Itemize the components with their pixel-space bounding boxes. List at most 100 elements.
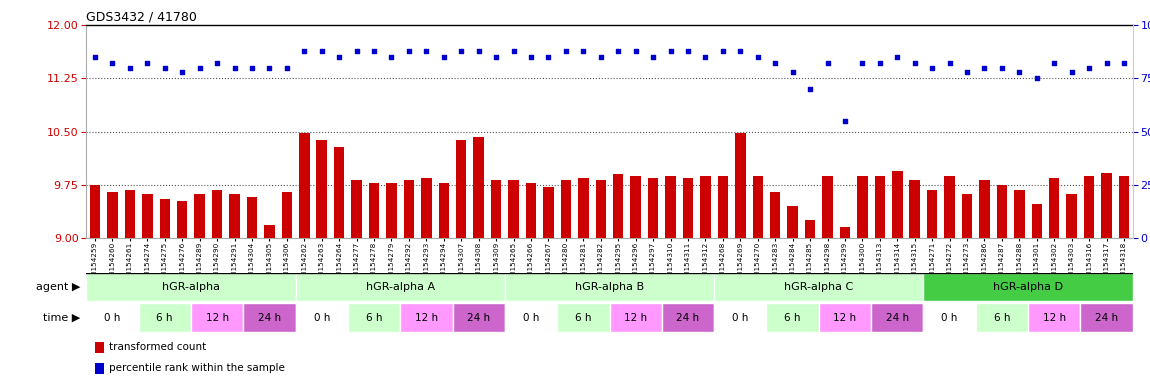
Bar <box>86 303 138 332</box>
Point <box>905 60 923 66</box>
Bar <box>700 175 711 238</box>
Bar <box>857 175 867 238</box>
Point <box>888 54 906 60</box>
Bar <box>1014 190 1025 238</box>
Bar <box>143 194 153 238</box>
Text: 6 h: 6 h <box>156 313 172 323</box>
Point <box>1010 69 1028 75</box>
Point <box>400 48 419 54</box>
Bar <box>107 192 117 238</box>
Text: 0 h: 0 h <box>733 313 749 323</box>
Point <box>469 48 488 54</box>
Bar <box>244 303 296 332</box>
Point <box>766 60 784 66</box>
Bar <box>752 175 762 238</box>
Text: percentile rank within the sample: percentile rank within the sample <box>109 363 285 373</box>
Point <box>243 65 261 71</box>
Point <box>330 54 348 60</box>
Bar <box>296 273 505 301</box>
Point <box>627 48 645 54</box>
Bar <box>404 180 414 238</box>
Bar <box>386 183 397 238</box>
Bar <box>177 201 187 238</box>
Bar <box>1032 204 1042 238</box>
Text: 24 h: 24 h <box>676 313 699 323</box>
Point <box>731 48 750 54</box>
Bar <box>1102 173 1112 238</box>
Bar <box>561 180 572 238</box>
Point <box>800 86 819 92</box>
Bar <box>347 303 400 332</box>
Bar <box>264 225 275 238</box>
Bar <box>647 178 658 238</box>
Bar <box>910 180 920 238</box>
Bar <box>191 303 244 332</box>
Point <box>208 60 227 66</box>
Bar <box>819 303 872 332</box>
Bar <box>872 303 923 332</box>
Bar <box>421 178 431 238</box>
Text: 12 h: 12 h <box>1043 313 1066 323</box>
Text: 6 h: 6 h <box>784 313 800 323</box>
Point <box>591 54 610 60</box>
Point <box>191 65 209 71</box>
Bar <box>557 303 610 332</box>
Bar <box>543 187 553 238</box>
Bar <box>923 273 1133 301</box>
Bar <box>596 180 606 238</box>
Point <box>853 60 872 66</box>
Point <box>121 65 139 71</box>
Text: 24 h: 24 h <box>467 313 490 323</box>
Point <box>992 65 1011 71</box>
Text: 12 h: 12 h <box>206 313 229 323</box>
Bar <box>961 194 972 238</box>
Bar <box>714 303 767 332</box>
Point <box>661 48 680 54</box>
Point <box>382 54 400 60</box>
Text: time ▶: time ▶ <box>44 313 80 323</box>
Bar <box>160 199 170 238</box>
Bar <box>767 303 819 332</box>
Text: agent ▶: agent ▶ <box>36 282 80 292</box>
Bar <box>194 194 205 238</box>
Text: 12 h: 12 h <box>415 313 438 323</box>
Bar <box>822 175 833 238</box>
Point <box>365 48 383 54</box>
Bar <box>508 180 519 238</box>
Text: hGR-alpha: hGR-alpha <box>162 282 220 292</box>
Bar <box>666 175 676 238</box>
Text: 24 h: 24 h <box>258 313 281 323</box>
Point <box>819 60 837 66</box>
Bar <box>975 303 1028 332</box>
Text: hGR-alpha C: hGR-alpha C <box>784 282 853 292</box>
Bar <box>892 170 903 238</box>
Bar <box>997 185 1007 238</box>
Bar <box>788 206 798 238</box>
Bar <box>1084 175 1095 238</box>
Point <box>923 65 942 71</box>
Bar <box>875 175 886 238</box>
Text: 0 h: 0 h <box>314 313 330 323</box>
Bar <box>212 190 222 238</box>
Point <box>871 60 889 66</box>
Point <box>557 48 575 54</box>
Point <box>1045 60 1064 66</box>
Bar <box>805 220 815 238</box>
Bar <box>474 137 484 238</box>
Bar <box>282 192 292 238</box>
Point <box>783 69 802 75</box>
Text: GDS3432 / 41780: GDS3432 / 41780 <box>86 11 197 24</box>
Point <box>86 54 105 60</box>
Bar <box>1119 175 1129 238</box>
Bar <box>944 175 954 238</box>
Bar <box>138 303 191 332</box>
Bar <box>714 273 923 301</box>
Point <box>975 65 994 71</box>
Bar <box>718 175 728 238</box>
Bar <box>1081 303 1133 332</box>
Bar <box>610 303 662 332</box>
Point <box>574 48 592 54</box>
Bar <box>369 183 380 238</box>
Text: transformed count: transformed count <box>109 342 206 352</box>
Text: 6 h: 6 h <box>366 313 382 323</box>
